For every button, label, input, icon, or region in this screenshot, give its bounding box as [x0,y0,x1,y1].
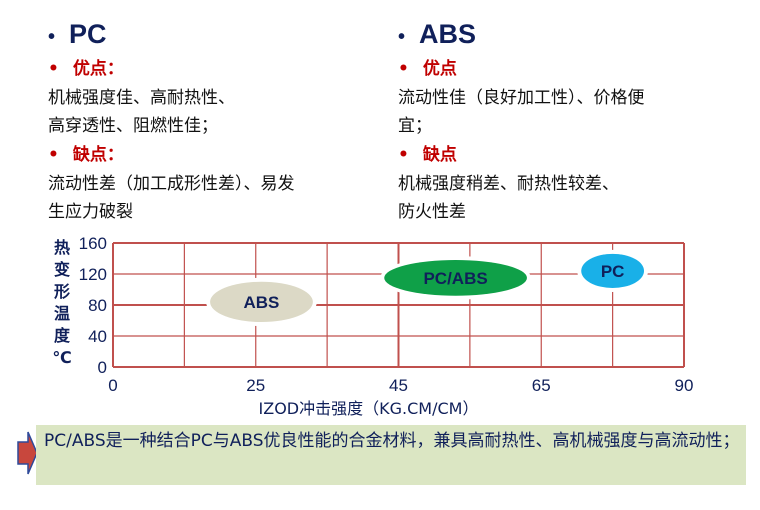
abs-cons-line: 机械强度稍差、耐热性较差、 [398,174,619,194]
region-label: PC/ABS [423,269,487,288]
pc-cons-text: 缺点： [72,145,124,165]
abs-cons-label: • 缺点 [398,145,457,165]
y-tick-label: 120 [79,265,107,284]
abs-title-text: ABS [419,19,477,49]
summary-box: PC/ABS是一种结合PC与ABS优良性能的合金材料，兼具高耐热性、高机械强度与… [36,425,746,485]
pc-title-text: PC [69,19,107,49]
region-pc [581,253,645,288]
abs-pros-text: 优点 [422,59,457,79]
x-tick-label: 45 [389,376,408,395]
pc-column: • PC • 优点： 机械强度佳、高耐热性、 高穿透性、阻燃性佳； • 缺点： 流动性差… [48,14,398,226]
abs-pros-label: • 优点 [398,59,457,79]
pc-cons-line: 流动性差（加工成形性差）、易发 [48,174,295,194]
x-tick-label: 0 [108,376,117,395]
y-tick-label: 160 [79,234,107,253]
pc-title: • PC [48,19,107,49]
region-abs [210,281,313,323]
pc-cons-line: 生应力破裂 [48,202,133,222]
abs-pros-line: 流动性佳（良好加工性）、价格便 [398,88,645,108]
x-axis-label: IZOD冲击强度（KG.CM/CM） [259,399,479,418]
abs-title: • ABS [398,19,477,49]
property-chart: 0 40 80 120 160 0 25 45 65 90 IZOD冲击强度（KG.CM/CM） 热变… [52,234,694,418]
y-axis-label-char: 度 [54,326,71,345]
pc-pros: 机械强度佳、高耐热性、 高穿透性、阻燃性佳； [48,84,398,140]
y-tick-label: 0 [98,358,107,377]
y-tick-label: 80 [88,296,107,315]
x-tick-label: 25 [246,376,265,395]
pc-pros-line: 机械强度佳、高耐热性、 [48,88,235,108]
abs-pros: 流动性佳（良好加工性）、价格便 宜； [398,84,748,140]
region-label: PC [601,262,625,281]
abs-cons-text: 缺点 [422,145,457,165]
pc-cons: 流动性差（加工成形性差）、易发 生应力破裂 [48,170,398,226]
summary-text: PC/ABS是一种结合PC与ABS优良性能的合金材料，兼具高耐热性、高机械强度与… [44,431,740,451]
y-axis-label-char: 热 [54,238,70,257]
abs-cons: 机械强度稍差、耐热性较差、 防火性差 [398,170,748,226]
pc-cons-label: • 缺点： [48,145,124,165]
abs-cons-line: 防火性差 [398,202,466,222]
x-tick-label: 65 [532,376,551,395]
y-axis-label-char: 温 [53,304,70,323]
y-axis-label-char: 形 [54,282,70,301]
pc-pros-label: • 优点： [48,59,124,79]
pc-pros-line: 高穿透性、阻燃性佳； [48,116,218,136]
pc-pros-text: 优点： [72,59,124,79]
x-tick-label: 90 [675,376,694,395]
abs-column: • ABS • 优点 流动性佳（良好加工性）、价格便 宜； • 缺点 机械强度稍差、耐热… [398,14,748,226]
region-label: ABS [244,293,280,312]
y-axis-label-char: ℃ [52,348,71,367]
region-pc-abs [384,260,527,296]
y-axis-label-char: 变 [54,260,70,279]
arrow-icon [17,431,38,475]
abs-pros-line: 宜； [398,116,432,136]
y-tick-label: 40 [88,327,107,346]
